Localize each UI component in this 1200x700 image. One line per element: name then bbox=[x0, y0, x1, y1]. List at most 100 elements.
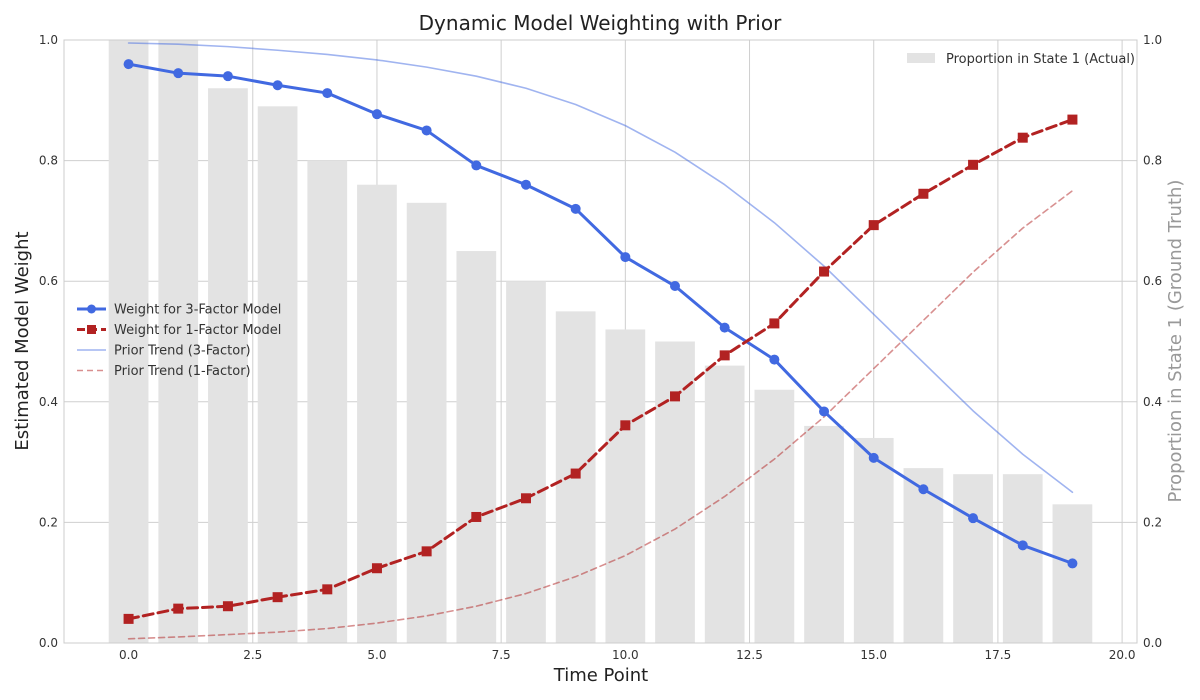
bar bbox=[754, 389, 795, 643]
y2-tick-label: 0.6 bbox=[1143, 274, 1162, 288]
data-point bbox=[570, 468, 581, 479]
y-tick-label: 0.0 bbox=[39, 636, 58, 650]
data-point bbox=[173, 603, 184, 614]
x-tick-label: 5.0 bbox=[367, 648, 386, 662]
x-tick-label: 2.5 bbox=[243, 648, 262, 662]
data-point bbox=[670, 391, 681, 402]
series-line bbox=[127, 189, 1074, 640]
bar bbox=[853, 437, 894, 643]
data-point bbox=[371, 563, 382, 574]
data-point bbox=[1067, 558, 1078, 569]
data-point bbox=[272, 592, 283, 603]
legend-label: Proportion in State 1 (Actual) bbox=[946, 52, 1135, 67]
data-point bbox=[968, 159, 979, 170]
bar bbox=[307, 160, 348, 643]
y-tick-label: 1.0 bbox=[39, 33, 58, 47]
data-point bbox=[769, 318, 780, 329]
y2-axis-title: Proportion in State 1 (Ground Truth) bbox=[1165, 180, 1186, 503]
y2-tick-label: 0.0 bbox=[1143, 636, 1162, 650]
x-tick-label: 0.0 bbox=[119, 648, 138, 662]
bar bbox=[406, 202, 447, 643]
data-point bbox=[123, 59, 134, 70]
bar bbox=[208, 88, 248, 644]
series-line bbox=[127, 42, 1074, 494]
data-point bbox=[819, 406, 830, 417]
data-point bbox=[570, 203, 581, 214]
plot-frame bbox=[63, 39, 1138, 644]
x-tick-label: 15.0 bbox=[860, 648, 887, 662]
data-point bbox=[1017, 132, 1028, 143]
lines-layer bbox=[123, 42, 1078, 640]
legend-swatch-marker bbox=[87, 325, 96, 334]
bar bbox=[257, 106, 298, 643]
y-tick-label: 0.2 bbox=[39, 515, 58, 529]
chart-title: Dynamic Model Weighting with Prior bbox=[419, 11, 782, 35]
bar bbox=[903, 468, 944, 643]
bars-layer bbox=[108, 40, 1093, 644]
y-tick-label: 0.8 bbox=[39, 154, 58, 168]
data-point bbox=[819, 266, 830, 277]
data-point bbox=[719, 322, 730, 333]
data-point bbox=[123, 613, 134, 624]
bar bbox=[456, 251, 497, 644]
x-axis-title: Time Point bbox=[553, 665, 648, 686]
frame-layer bbox=[63, 39, 1138, 644]
data-point bbox=[421, 125, 432, 136]
y2-tick-label: 1.0 bbox=[1143, 33, 1162, 47]
bar bbox=[506, 281, 546, 643]
data-point bbox=[719, 350, 730, 361]
data-point bbox=[670, 281, 681, 292]
data-point bbox=[769, 354, 780, 365]
data-point bbox=[620, 252, 631, 263]
legend-label: Weight for 3-Factor Model bbox=[114, 303, 281, 318]
legend-swatch-bar bbox=[907, 53, 935, 63]
bar bbox=[1052, 504, 1093, 643]
legend-left: Weight for 3-Factor Model Weight for 1-Fa… bbox=[77, 303, 281, 379]
data-point bbox=[421, 546, 432, 557]
bar bbox=[953, 474, 993, 643]
bar bbox=[158, 40, 199, 643]
x-tick-label: 10.0 bbox=[612, 648, 639, 662]
data-point bbox=[371, 109, 382, 120]
data-point bbox=[620, 420, 631, 431]
x-tick-label: 17.5 bbox=[985, 648, 1012, 662]
series-line bbox=[127, 118, 1074, 621]
data-point bbox=[968, 513, 979, 524]
data-point bbox=[272, 80, 283, 91]
bar bbox=[605, 329, 646, 643]
data-point bbox=[222, 71, 233, 82]
legend-label: Prior Trend (3-Factor) bbox=[114, 344, 251, 359]
data-point bbox=[1067, 114, 1078, 125]
data-point bbox=[868, 452, 879, 463]
y-tick-label: 0.4 bbox=[39, 395, 58, 409]
series-line bbox=[127, 62, 1074, 565]
data-point bbox=[322, 88, 333, 99]
legend-right: Proportion in State 1 (Actual) bbox=[907, 52, 1135, 67]
data-point bbox=[520, 179, 531, 190]
ticks-layer: 0.0 2.5 5.0 7.5 10.0 12.5 15.0 17.5 20.0 0.0 0.2 0.… bbox=[39, 33, 1162, 662]
bar bbox=[704, 365, 745, 643]
bar bbox=[1002, 474, 1043, 643]
legend-swatch-marker bbox=[87, 304, 96, 314]
y2-tick-label: 0.4 bbox=[1143, 395, 1162, 409]
x-tick-label: 12.5 bbox=[736, 648, 763, 662]
data-point bbox=[1017, 540, 1028, 551]
bar bbox=[804, 425, 844, 643]
legend-label: Weight for 1-Factor Model bbox=[114, 323, 281, 338]
data-point bbox=[322, 584, 333, 595]
legend-label: Prior Trend (1-Factor) bbox=[114, 364, 251, 379]
data-point bbox=[471, 511, 482, 522]
data-point bbox=[520, 493, 531, 504]
x-tick-label: 7.5 bbox=[492, 648, 511, 662]
y2-tick-label: 0.8 bbox=[1143, 154, 1162, 168]
data-point bbox=[918, 188, 929, 199]
data-point bbox=[918, 484, 929, 495]
data-point bbox=[868, 220, 879, 231]
data-point bbox=[471, 160, 482, 171]
y-axis-title: Estimated Model Weight bbox=[12, 231, 33, 450]
data-point bbox=[222, 601, 233, 612]
x-tick-label: 20.0 bbox=[1109, 648, 1136, 662]
data-point bbox=[173, 68, 184, 79]
